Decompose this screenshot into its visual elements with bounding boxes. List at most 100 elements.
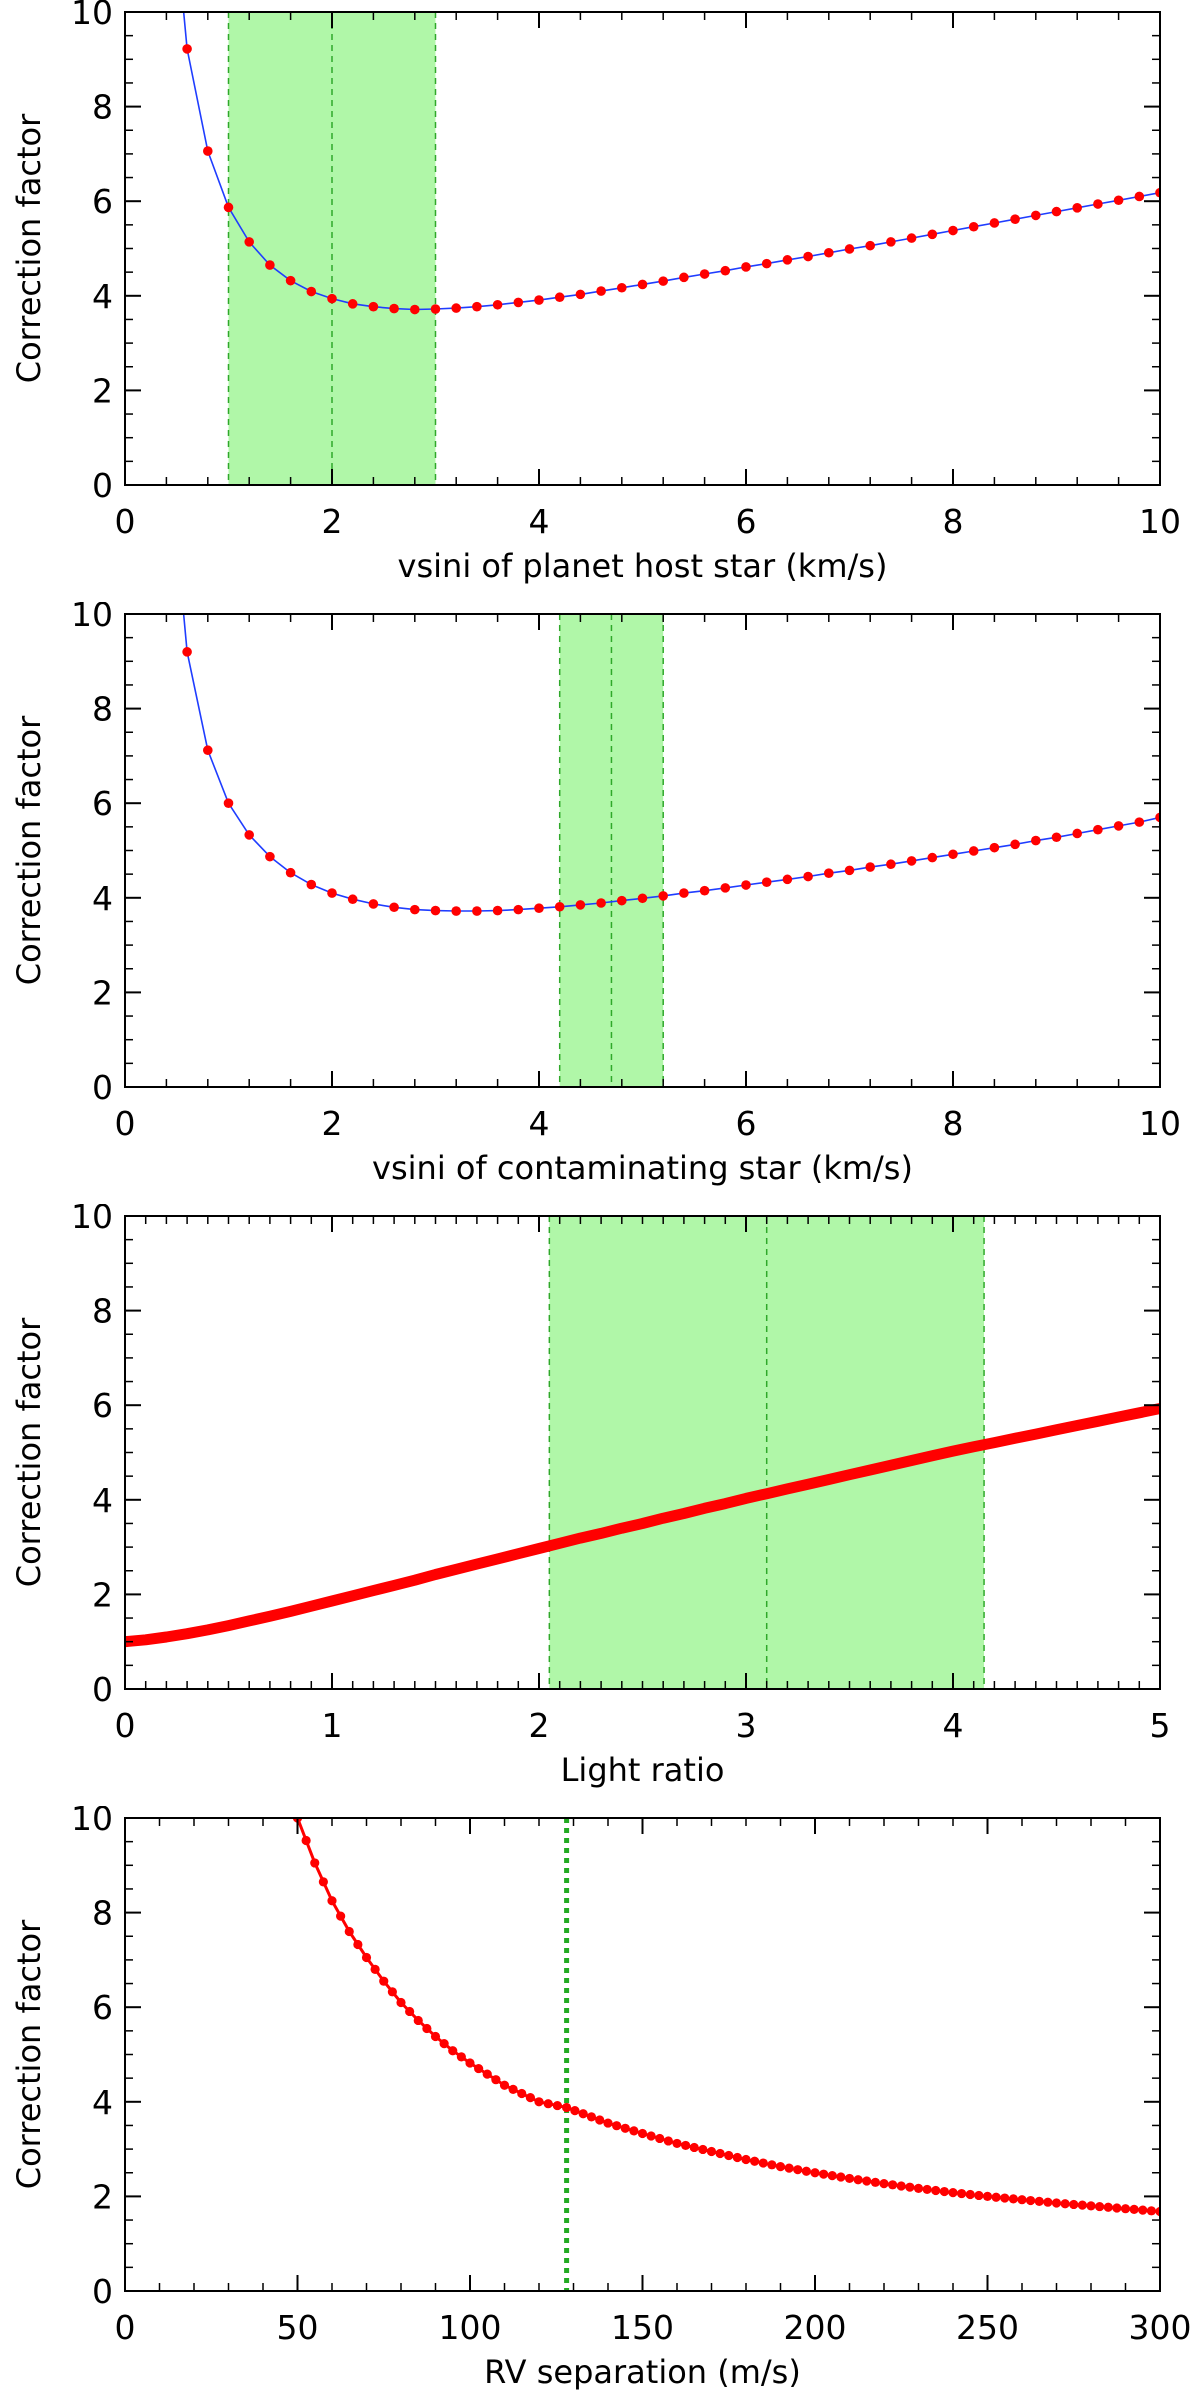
data-point — [1010, 1433, 1021, 1444]
data-point — [492, 1553, 503, 1564]
data-point — [836, 2172, 846, 2182]
data-point — [637, 279, 648, 290]
data-point — [617, 282, 627, 293]
data-point — [244, 1615, 255, 1626]
data-point — [612, 2121, 622, 2131]
y-axis-title: Correction factor — [10, 113, 48, 383]
data-point — [244, 237, 254, 247]
data-point — [306, 1601, 317, 1612]
x-tick-label: 200 — [784, 2308, 847, 2347]
data-point — [989, 1437, 1000, 1448]
data-point — [1146, 2206, 1156, 2216]
data-point — [554, 901, 565, 912]
data-point — [658, 1513, 669, 1524]
data-point — [410, 304, 420, 315]
data-point — [389, 1580, 400, 1591]
data-point — [1030, 1429, 1041, 1440]
data-point — [991, 2192, 1001, 2202]
y-axis-title: Correction factor — [10, 1919, 48, 2189]
data-point — [202, 1624, 213, 1635]
data-point — [285, 1606, 296, 1617]
data-point — [658, 891, 668, 901]
data-point — [1134, 191, 1145, 202]
data-point — [1112, 2203, 1122, 2213]
x-tick-label: 100 — [439, 2308, 502, 2347]
data-point — [741, 2154, 751, 2165]
data-point — [387, 1987, 397, 1997]
data-point — [1092, 1416, 1103, 1427]
data-point — [596, 1528, 607, 1539]
data-point — [927, 852, 938, 863]
data-point — [223, 798, 234, 808]
data-point — [865, 240, 875, 251]
data-point — [896, 2181, 906, 2191]
y-tick-label: 6 — [92, 182, 113, 221]
data-point — [793, 2165, 803, 2175]
data-point — [968, 846, 979, 856]
data-point — [803, 1479, 814, 1490]
data-point — [1093, 824, 1103, 835]
data-point — [1051, 832, 1062, 843]
data-point — [957, 2188, 967, 2199]
y-tick-label: 10 — [71, 1204, 113, 1236]
data-point — [888, 2180, 898, 2190]
data-point — [699, 1503, 710, 1514]
data-point — [405, 2006, 415, 2017]
data-point — [844, 2173, 855, 2184]
data-point — [244, 830, 254, 840]
data-point — [1010, 839, 1020, 850]
data-point — [672, 2138, 682, 2149]
y-tick-label: 0 — [92, 466, 113, 505]
data-point — [948, 849, 958, 860]
y-tick-label: 2 — [92, 973, 113, 1012]
data-point — [906, 233, 917, 243]
data-point — [409, 1575, 420, 1586]
data-point — [347, 299, 358, 309]
x-tick-label: 8 — [943, 502, 964, 541]
series-line — [182, 614, 1160, 912]
plot-frame — [124, 1817, 1161, 2292]
data-point — [1072, 1420, 1083, 1431]
x-tick-label: 10 — [1139, 502, 1181, 541]
y-tick-label: 6 — [92, 1988, 113, 2027]
data-point — [968, 1441, 979, 1452]
data-point — [629, 2126, 639, 2136]
data-point — [803, 871, 813, 882]
x-axis-title: vsini of planet host star (km/s) — [398, 547, 888, 585]
y-tick-label: 4 — [92, 2083, 113, 2122]
data-point — [368, 899, 379, 909]
data-point — [844, 244, 855, 254]
data-point — [741, 880, 751, 890]
data-point — [182, 44, 192, 54]
data-point — [264, 1611, 275, 1622]
y-axis-title: Correction factor — [10, 1317, 48, 1587]
x-tick-label: 6 — [736, 502, 757, 541]
data-point — [663, 2136, 673, 2146]
data-point — [389, 902, 399, 913]
x-tick-label: 8 — [943, 1104, 964, 1143]
data-point — [803, 251, 813, 262]
data-point — [327, 888, 337, 898]
data-point — [595, 2115, 605, 2125]
data-point — [430, 905, 441, 916]
data-point — [361, 1952, 372, 1963]
data-point — [720, 265, 731, 276]
y-tick-label: 4 — [92, 277, 113, 316]
data-point — [948, 2188, 958, 2198]
y-tick-label: 10 — [71, 602, 113, 634]
x-axis-title: RV separation (m/s) — [484, 2353, 801, 2391]
data-point — [513, 904, 524, 915]
data-point — [715, 2148, 725, 2159]
data-point — [1086, 2201, 1096, 2211]
data-point — [353, 1939, 363, 1950]
data-point — [534, 2097, 544, 2107]
data-point — [948, 225, 958, 236]
data-point — [913, 2183, 924, 2193]
data-point — [396, 1997, 406, 2008]
data-point — [989, 218, 1000, 228]
data-point — [575, 1533, 586, 1544]
data-point — [782, 874, 793, 885]
data-point — [948, 1446, 958, 1457]
data-point — [223, 1620, 234, 1631]
